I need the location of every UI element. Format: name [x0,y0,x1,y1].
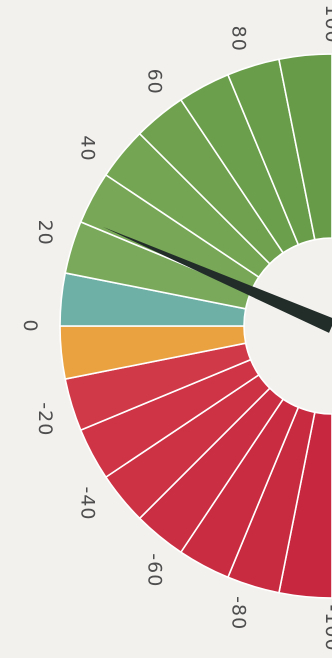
tick-label: 80 [228,26,250,52]
gauge-segment-16 [277,53,332,241]
tick-label: 20 [34,220,56,246]
tick-label: -80 [228,596,250,630]
tick-label: 100 [321,4,332,43]
tick-label: -20 [34,402,56,436]
tick-label: 0 [19,319,41,332]
tick-label: 40 [77,135,99,161]
tick-label: 60 [143,69,165,95]
tick-label: -100 [321,604,332,651]
tick-label: -40 [77,486,99,520]
tick-label: -60 [143,553,165,587]
gauge-needle [102,226,332,333]
